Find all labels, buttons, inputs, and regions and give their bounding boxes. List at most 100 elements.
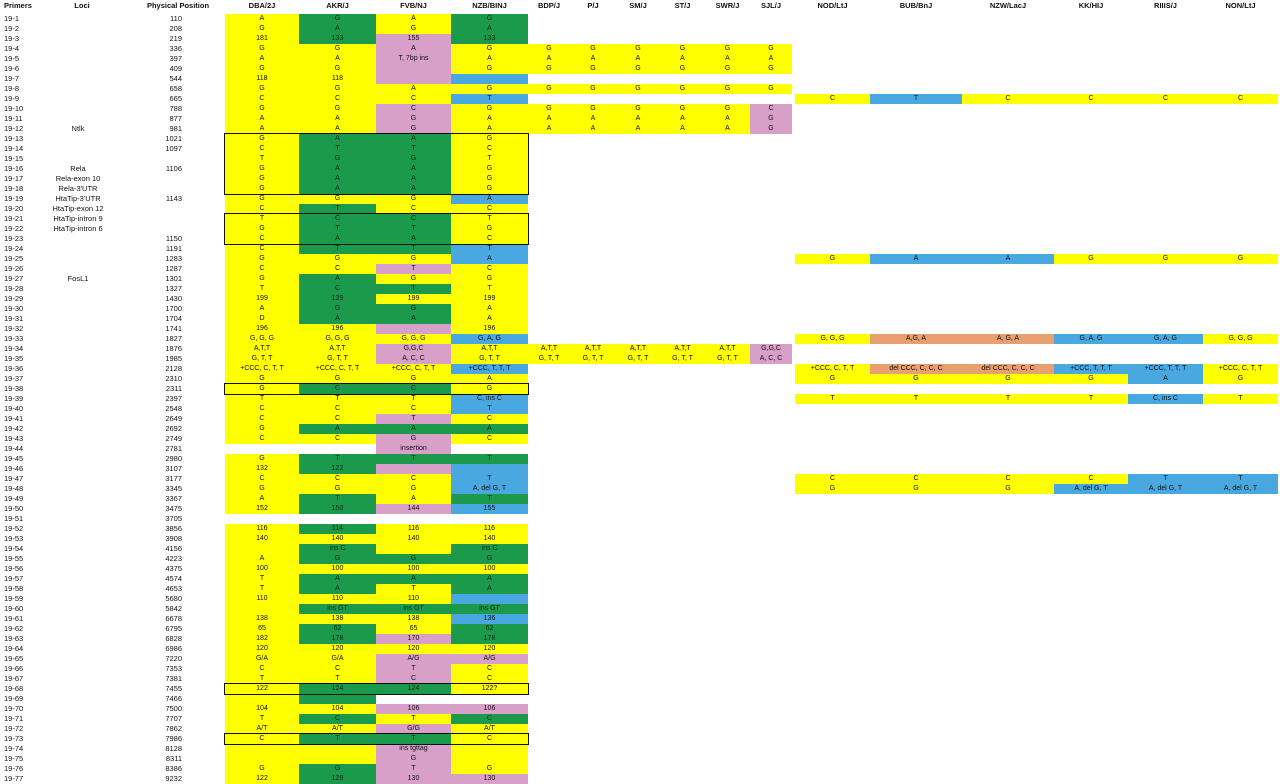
- physical-position: 409: [169, 64, 182, 73]
- genotype-cell: A,T,T: [570, 344, 616, 354]
- genotype-cell: A/T: [225, 724, 299, 734]
- physical-position: 4375: [165, 564, 182, 573]
- table-header: Primers Loci Physical Position DBA/2J AK…: [0, 0, 1280, 12]
- genotype-cell: [451, 754, 528, 764]
- genotype-cell: 132: [225, 464, 299, 474]
- genotype-cell: G: [376, 304, 451, 314]
- genotype-cell: G: [705, 84, 750, 94]
- primer-label: 19-68: [4, 684, 24, 693]
- genotype-cell: G/A: [299, 654, 376, 664]
- genotype-cell: T: [299, 674, 376, 684]
- genotype-cell: A: [451, 304, 528, 314]
- genotype-cell: A: [570, 54, 616, 64]
- header-riiis-j: RIIIS/J: [1154, 1, 1177, 10]
- physical-position: 1106: [165, 164, 182, 173]
- physical-position: 1097: [165, 144, 182, 153]
- genotype-cell: C: [376, 674, 451, 684]
- genotype-cell: C: [225, 434, 299, 444]
- header-p-j: P/J: [587, 1, 599, 10]
- genotype-cell: T: [1054, 394, 1128, 404]
- genotype-cell: C: [451, 234, 528, 244]
- genotype-cell: A/G: [376, 654, 451, 664]
- genotype-cell: A, G, A: [962, 334, 1054, 344]
- primer-label: 19-27: [4, 274, 24, 283]
- primer-label: 19-66: [4, 664, 24, 673]
- genotype-cell: C: [376, 474, 451, 484]
- genotype-cell: G: [528, 64, 570, 74]
- primer-label: 19-24: [4, 244, 24, 253]
- genotype-cell: G: [299, 154, 376, 164]
- genotype-cell: G: [225, 764, 299, 774]
- physical-position: 788: [169, 104, 182, 113]
- genotype-cell: T: [225, 714, 299, 724]
- primer-label: 19-6: [4, 64, 20, 73]
- locus-label: Rela-3'UTR: [58, 184, 98, 193]
- genotype-cell: 100: [451, 564, 528, 574]
- genotype-cell: C: [451, 414, 528, 424]
- genotype-cell: G: [376, 114, 451, 124]
- genotype-cell: G: [376, 254, 451, 264]
- genotype-cell: A, del G, T: [1054, 484, 1128, 494]
- genotype-cell: G: [528, 104, 570, 114]
- genotype-cell: [299, 694, 376, 704]
- physical-position: 7986: [165, 734, 182, 743]
- genotype-cell: G: [225, 454, 299, 464]
- genotype-cell: A: [299, 274, 376, 284]
- genotype-cell: T: [376, 264, 451, 274]
- genotype-cell: G: [616, 104, 660, 114]
- genotype-cell: G: [795, 374, 870, 384]
- genotype-cell: T: [376, 664, 451, 674]
- genotype-cell: 120: [299, 644, 376, 654]
- genotype-cell: C: [225, 734, 299, 744]
- genotype-cell: A: [299, 424, 376, 434]
- genotype-cell: T: [451, 94, 528, 104]
- header-nzw-lacj: NZW/LacJ: [989, 1, 1027, 10]
- header-sjl-j: SJL/J: [760, 1, 781, 10]
- physical-position: 1741: [165, 324, 182, 333]
- genotype-cell: ins C: [451, 544, 528, 554]
- genotype-cell: T: [376, 224, 451, 234]
- genotype-cell: A: [299, 24, 376, 34]
- genotype-cell: G, G, G: [225, 334, 299, 344]
- genotype-cell: 196: [451, 324, 528, 334]
- genotype-cell: C: [1054, 474, 1128, 484]
- genotype-cell: G: [616, 64, 660, 74]
- genotype-cell: T, 7bp ins: [376, 54, 451, 64]
- genotype-cell: del CCC, C, C, C: [962, 364, 1054, 374]
- genotype-cell: G: [451, 764, 528, 774]
- genotype-cell: G: [1203, 254, 1278, 264]
- genotype-cell: T: [376, 584, 451, 594]
- genotype-cell: G: [750, 64, 792, 74]
- genotype-cell: C: [376, 204, 451, 214]
- genotype-cell: G: [225, 424, 299, 434]
- primer-label: 19-38: [4, 384, 24, 393]
- genotype-cell: A,G, A: [870, 334, 962, 344]
- genotype-cell: A: [451, 584, 528, 594]
- primer-label: 19-30: [4, 304, 24, 313]
- physical-position: 1985: [165, 354, 182, 363]
- primer-label: 19-28: [4, 284, 24, 293]
- genotype-cell: G: [570, 84, 616, 94]
- locus-label: Rela-exon 10: [55, 174, 101, 183]
- physical-position: 3367: [165, 494, 182, 503]
- genotype-cell: G: [451, 164, 528, 174]
- genotype-cell: T: [225, 574, 299, 584]
- genotype-cell: G: [705, 104, 750, 114]
- genotype-cell: G: [528, 44, 570, 54]
- primer-label: 19-51: [4, 514, 24, 523]
- locus-label: HtaTip-intron 6: [53, 224, 103, 233]
- primer-label: 19-49: [4, 494, 24, 503]
- genotype-cell: A: [570, 124, 616, 134]
- genotype-cell: T: [1128, 474, 1203, 484]
- genotype-cell: A: [299, 54, 376, 64]
- primer-label: 19-32: [4, 324, 24, 333]
- genotype-cell: T: [451, 454, 528, 464]
- genotype-cell: G: [451, 14, 528, 24]
- genotype-cell: T: [225, 154, 299, 164]
- genotype-cell: A: [451, 54, 528, 64]
- primer-label: 19-62: [4, 624, 24, 633]
- genotype-cell: 128: [299, 774, 376, 784]
- primer-label: 19-70: [4, 704, 24, 713]
- physical-position: 1876: [165, 344, 182, 353]
- genotype-cell: C: [299, 434, 376, 444]
